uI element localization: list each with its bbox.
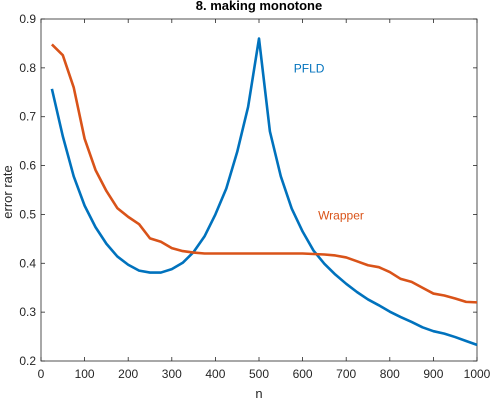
y-tick-label: 0.2 (19, 354, 36, 368)
y-tick-label: 0.3 (19, 305, 36, 319)
y-tick-label: 0.6 (19, 159, 36, 173)
y-tick-label: 0.8 (19, 61, 36, 75)
y-tick-label: 0.7 (19, 110, 36, 124)
x-tick-label: 900 (423, 367, 443, 381)
x-tick-label: 500 (249, 367, 269, 381)
x-tick-label: 400 (205, 367, 225, 381)
x-tick-label: 300 (162, 367, 182, 381)
x-tick-label: 1000 (464, 367, 491, 381)
series-label-wrapper: Wrapper (318, 208, 364, 222)
x-tick-label: 200 (118, 367, 138, 381)
x-tick-label: 100 (75, 367, 95, 381)
x-tick-label: 800 (380, 367, 400, 381)
y-axis-title: error rate (0, 165, 15, 218)
x-tick-label: 700 (336, 367, 356, 381)
chart-title: 8. making monotone (196, 0, 322, 13)
x-axis-title: n (255, 386, 262, 400)
y-tick-label: 0.5 (19, 207, 36, 221)
x-tick-label: 600 (293, 367, 313, 381)
y-tick-label: 0.9 (19, 12, 36, 26)
x-tick-label: 0 (38, 367, 45, 381)
y-tick-label: 0.4 (19, 256, 36, 270)
series-label-pfld: PFLD (294, 62, 325, 76)
